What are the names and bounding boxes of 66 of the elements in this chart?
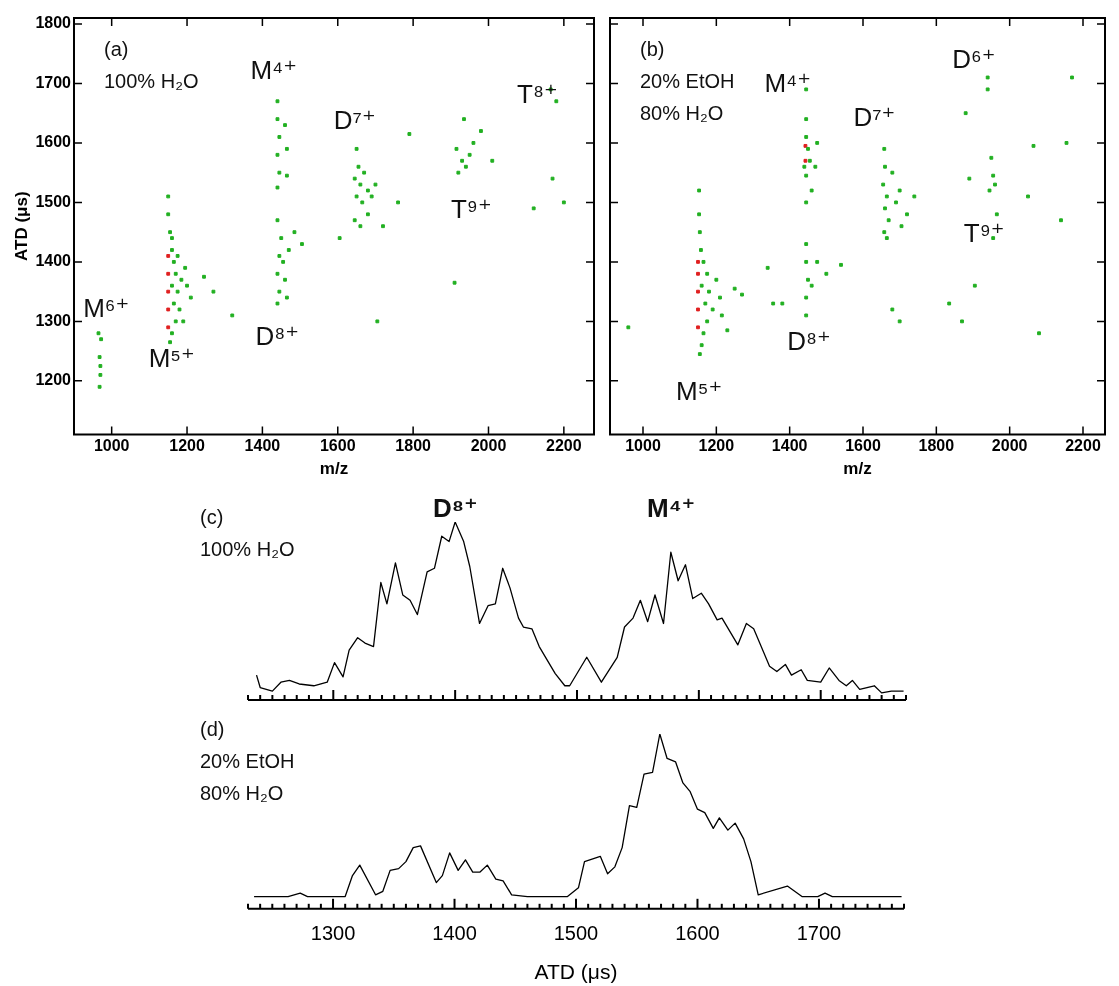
x-tick-label: 1200 [169,437,205,455]
point [696,325,700,330]
text: (d) [200,717,225,740]
annotation: M⁶⁺ [83,292,130,323]
point [166,307,171,312]
y-tick-label: 1300 [35,311,72,329]
x-tick-label: 1600 [319,437,356,455]
x-tick-label: 1700 [796,922,842,945]
x-tick-label: 2200 [1065,437,1101,455]
point [166,325,171,330]
annotation: M⁵⁺ [148,343,195,374]
point [696,289,700,294]
annotation: M⁴⁺ [250,54,297,85]
x-tick-label: 1600 [845,437,881,455]
annotation: D⁸⁺ [432,492,478,523]
x-tick-label: 1400 [432,922,477,945]
x-tick-label: 1400 [771,437,808,455]
y-axis-title: ATD (μs) [11,191,31,261]
annotation: D⁷⁺ [333,105,376,136]
annotation: (b) [640,37,665,60]
annotation: (a) [103,37,129,60]
point [696,271,700,276]
annotation: 20% EtOH [200,749,295,772]
y-tick-label: 1600 [35,133,72,151]
annotation: M⁵⁺ [676,375,723,406]
x-tick-label: 1400 [244,437,281,455]
point [696,307,700,312]
x-axis-title: ATD (μs) [534,960,618,984]
point [166,254,171,258]
x-tick-label: 1000 [625,437,661,455]
annotation: T⁹⁺ [963,218,1005,249]
annotation: 20% EtOH [640,69,735,92]
annotation: 80% H₂O [640,101,724,124]
x-tick-label: 1200 [698,437,735,455]
x-tick-label: 2200 [546,437,582,455]
annotation: 100% H₂O [200,537,295,560]
text: (c) [200,505,224,528]
x-tick-label: 2000 [470,437,507,455]
y-tick-label: 1500 [35,192,72,210]
x-tick-label: 1000 [93,437,130,455]
y-tick-label: 1800 [35,14,72,32]
x-tick-label: 1600 [675,922,720,945]
x-tick-label: 1500 [553,922,599,945]
annotation: 80% H₂O [200,781,284,804]
annotation: D⁸⁺ [255,320,300,351]
annotation: 100% H₂O [103,69,199,92]
annotation: M⁴⁺ [764,68,811,99]
annotation: D⁷⁺ [853,102,896,133]
point [166,271,171,276]
point [696,259,700,264]
x-tick-label: 1800 [395,437,432,455]
x-tick-label: 1300 [310,922,356,945]
annotation: T⁹⁺ [450,193,492,224]
annotation: M⁴⁺ [646,492,696,523]
annotation: T⁸⁺ [517,79,558,110]
x-tick-label: 1800 [918,437,955,455]
y-tick-label: 1200 [35,371,72,389]
point [166,289,171,294]
y-tick-label: 1400 [35,252,72,270]
x-axis-title: m/z [319,459,349,479]
point [803,158,808,163]
annotation: D⁸⁺ [787,325,831,356]
annotation: D⁶⁺ [952,44,996,75]
x-axis-title: m/z [843,459,872,479]
y-tick-label: 1700 [35,73,72,91]
x-tick-label: 2000 [991,437,1028,455]
